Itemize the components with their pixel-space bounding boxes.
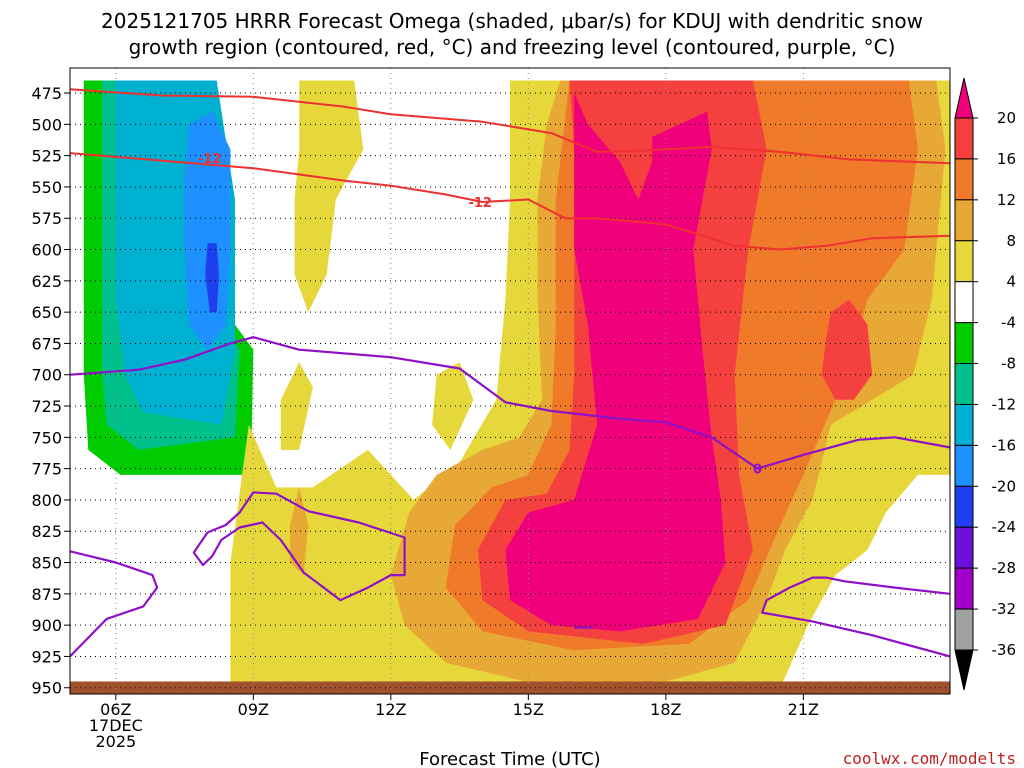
- colorbar-label-8: -16: [992, 436, 1017, 454]
- x-tick-label-21-0: 21Z: [788, 700, 819, 719]
- colorbar-swatch-2: [954, 199, 974, 242]
- freezing-level-contour-4: [760, 599, 950, 658]
- colorbar-label-6: -8: [1001, 355, 1016, 373]
- colorbar-swatch-0: [954, 117, 974, 160]
- colorbar-label-9: -20: [992, 477, 1017, 495]
- y-tick-label-825: 825: [31, 522, 62, 541]
- colorbar-top-arrow: [954, 77, 974, 119]
- y-tick-label-550: 550: [31, 178, 62, 197]
- freezing-level-label-0: 0: [753, 463, 762, 478]
- y-tick-label-600: 600: [31, 241, 62, 260]
- chart-title-line-1: 2025121705 HRRR Forecast Omega (shaded, …: [101, 9, 923, 33]
- y-tick-label-900: 900: [31, 616, 62, 635]
- colorbar-swatch-9: [954, 485, 974, 528]
- omega-shading-layer: [70, 80, 950, 694]
- colorbar-label-7: -12: [992, 395, 1017, 413]
- colorbar-swatch-12: [954, 608, 974, 651]
- x-tick-label-18-0: 18Z: [650, 700, 681, 719]
- y-tick-label-950: 950: [31, 679, 62, 698]
- x-tick-label-6-1: 17DEC: [89, 716, 143, 735]
- colorbar-swatch-4: [954, 281, 974, 324]
- colorbar-swatch-3: [954, 240, 974, 283]
- x-tick-label-6-2: 2025: [95, 732, 136, 751]
- y-tick-label-475: 475: [31, 84, 62, 103]
- freezing-level-contour-2: [192, 491, 406, 602]
- omega-region--20-3: [184, 111, 231, 350]
- y-tick-label-500: 500: [31, 115, 62, 134]
- omega-region--24-4: [205, 243, 219, 313]
- colorbar-label-2: 12: [997, 191, 1016, 209]
- omega-region-4-5: [294, 80, 364, 313]
- colorbar-swatch-1: [954, 158, 974, 201]
- colorbar-label-1: 16: [997, 150, 1016, 168]
- colorbar-label-12: -32: [992, 600, 1017, 618]
- pressure-axis: 475 500 525 550 575 600 625 650 675 700 725 750 775 8…: [31, 84, 70, 698]
- y-tick-label-650: 650: [31, 303, 62, 322]
- omega-region-4-8: [432, 362, 474, 450]
- colorbar-label-3: 8: [1006, 232, 1016, 250]
- colorbar-swatch-7: [954, 403, 974, 446]
- gridlines: [70, 68, 950, 694]
- x-axis-label: Forecast Time (UTC): [419, 749, 600, 768]
- contour-layer: -12-120: [70, 88, 950, 658]
- credit-text: coolwx.com/modelts: [843, 749, 1016, 768]
- colorbar-label-5: -4: [1001, 314, 1016, 332]
- y-tick-label-800: 800: [31, 491, 62, 510]
- freezing-level-contour-3: [766, 576, 950, 602]
- freezing-level-contour-1: [70, 550, 159, 658]
- y-tick-label-850: 850: [31, 554, 62, 573]
- y-tick-label-700: 700: [31, 366, 62, 385]
- freezing-level-contour-0: [70, 336, 950, 470]
- y-tick-label-750: 750: [31, 428, 62, 447]
- y-tick-label-575: 575: [31, 209, 62, 228]
- dgz-contour-0: [70, 88, 950, 165]
- colorbar-swatch-5: [954, 322, 974, 365]
- plot-frame: [69, 67, 951, 695]
- colorbar-label-10: -24: [992, 518, 1017, 536]
- colorbar-label-0: 20: [997, 109, 1016, 127]
- colorbar-swatch-11: [954, 567, 974, 610]
- colorbar-swatch-6: [954, 363, 974, 405]
- y-tick-label-775: 775: [31, 460, 62, 479]
- x-tick-label-6-0: 06Z: [100, 700, 131, 719]
- dgz-contour-1: [70, 152, 950, 251]
- y-tick-label-875: 875: [31, 585, 62, 604]
- x-tick-label-12-0: 12Z: [375, 700, 406, 719]
- y-tick-label-725: 725: [31, 397, 62, 416]
- chart-title-line-2: growth region (contoured, red, °C) and f…: [129, 35, 896, 59]
- colorbar-legend: 20 16 12 8 4 -4 -8 -12 -16 -20 -24 -28 -32 -36: [954, 77, 1017, 691]
- colorbar-label-13: -36: [992, 641, 1017, 659]
- omega-region-20-14: [505, 93, 726, 632]
- y-tick-label-525: 525: [31, 147, 62, 166]
- y-tick-label-625: 625: [31, 272, 62, 291]
- omega-region-4-7: [280, 362, 313, 450]
- dgz-contour-label-1: -12: [468, 196, 492, 211]
- x-tick-label-9-0: 09Z: [238, 700, 269, 719]
- colorbar-label-4: 4: [1006, 273, 1016, 291]
- x-tick-label-15-0: 15Z: [513, 700, 544, 719]
- colorbar-bottom-arrow: [954, 649, 974, 691]
- colorbar-swatch-10: [954, 526, 974, 569]
- colorbar-swatch-8: [954, 444, 974, 487]
- y-tick-label-675: 675: [31, 334, 62, 353]
- y-tick-label-925: 925: [31, 647, 62, 666]
- colorbar-label-11: -28: [992, 559, 1017, 577]
- omega-region-16-13: [821, 299, 873, 400]
